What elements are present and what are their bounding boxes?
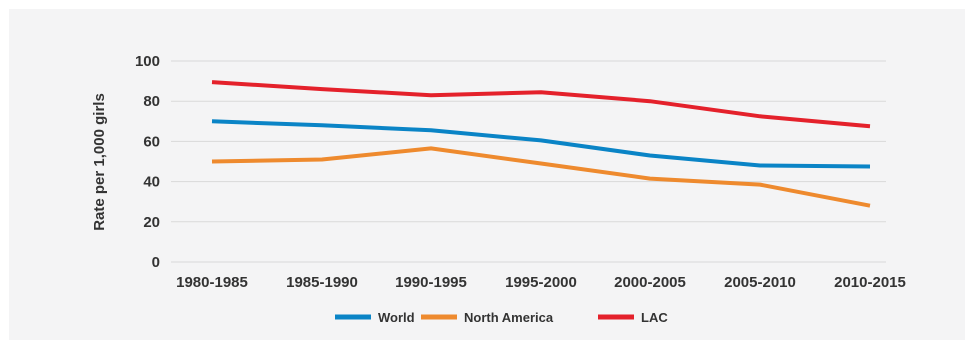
x-axis-ticks: 1980-1985 1985-1990 1990-1995 1995-2000 2000… [176,274,906,291]
gridlines [171,60,886,263]
x-tick-label: 2010-2015 [834,274,906,291]
y-axis-label: Rate per 1,000 girls [91,93,108,231]
series-line-lac [211,80,871,129]
series-lines [211,80,871,208]
legend-label-lac: LAC [641,310,668,325]
x-tick-label: 2000-2005 [614,274,686,291]
x-tick-label: 1985-1990 [286,274,358,291]
y-tick-label: 80 [143,93,160,110]
y-axis-ticks: 0 20 40 60 80 100 [135,53,160,271]
y-tick-label: 40 [143,174,160,191]
series-line-north-america [211,146,871,208]
legend-label-world: World [378,310,415,325]
x-tick-label: 1995-2000 [505,274,577,291]
x-tick-label: 2005-2010 [724,274,796,291]
legend: World North America LAC [335,310,668,325]
y-tick-label: 100 [135,53,160,70]
series-line-world [211,119,871,169]
chart-background [9,9,965,340]
y-tick-label: 60 [143,133,160,150]
legend-label-north-america: North America [464,310,554,325]
x-tick-label: 1980-1985 [176,274,248,291]
y-tick-label: 0 [152,254,160,271]
x-tick-label: 1990-1995 [395,274,467,291]
y-tick-label: 20 [143,214,160,231]
